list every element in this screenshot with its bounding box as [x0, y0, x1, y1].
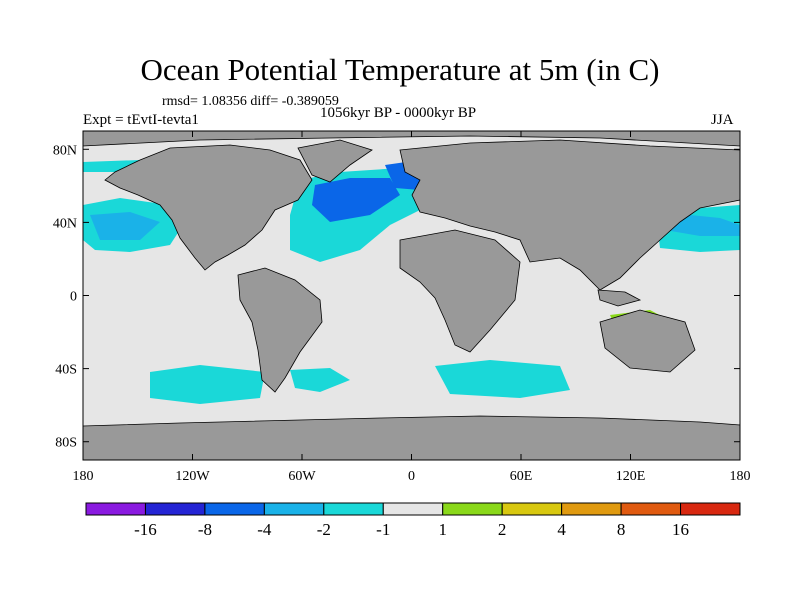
colorbar-box-10: [680, 502, 741, 516]
land-greenland: [297, 139, 373, 183]
colorbar-box-0: [85, 502, 146, 516]
colorbar-label-0: -16: [134, 520, 157, 539]
colorbar-label-3: -2: [316, 520, 331, 539]
colorbar-label-6: 2: [497, 520, 507, 539]
x-tick-label-2: 60W: [288, 469, 316, 484]
stats-label: rmsd= 1.08356 diff= -0.389059: [162, 94, 339, 109]
x-tick-label-6: 180: [730, 469, 751, 484]
colorbar-box-5: [382, 502, 444, 516]
anomaly-soind-cold: [435, 360, 570, 398]
colorbar: [85, 502, 741, 516]
y-tick-label-1: 40N: [53, 216, 77, 231]
season-label: JJA: [711, 112, 734, 128]
colorbar-box-4: [323, 502, 384, 516]
anomaly-sohem-pac-cold: [150, 365, 265, 404]
y-tick-label-3: 40S: [55, 363, 77, 378]
map-panel: 180 120W 60W 0 60E 120E 180 80N 40N 0 40S 80S: [53, 130, 751, 484]
land-antarctica: [82, 415, 741, 461]
y-tick-label-0: 80N: [53, 143, 77, 158]
colorbar-box-1: [144, 502, 206, 516]
land-eurasia: [399, 139, 741, 291]
colorbar-box-2: [204, 502, 265, 516]
y-tick-label-2: 0: [70, 290, 77, 305]
experiment-label: Expt = tEvtI-tevta1: [83, 112, 199, 128]
land-south-america: [237, 267, 323, 393]
colorbar-box-7: [501, 502, 563, 516]
x-tick-label-3: 0: [408, 469, 415, 484]
land-australia: [599, 309, 696, 373]
colorbar-label-8: 8: [616, 520, 626, 539]
colorbar-label-7: 4: [557, 520, 566, 539]
tick-marks: 180 120W 60W 0 60E 120E 180 80N 40N 0 40S 80S: [53, 131, 751, 484]
colorbar-box-3: [263, 502, 325, 516]
period-label: 1056kyr BP - 0000kyr BP: [320, 105, 477, 121]
land-africa: [399, 229, 521, 353]
x-tick-label-5: 120E: [616, 469, 646, 484]
figure-title: Ocean Potential Temperature at 5m (in C): [140, 52, 660, 87]
land-masses: [82, 130, 741, 461]
colorbar-box-6: [442, 502, 503, 516]
colorbar-box-8: [561, 502, 622, 516]
colorbar-label-1: -8: [197, 520, 212, 539]
x-tick-label-4: 60E: [510, 469, 533, 484]
colorbar-label-5: 1: [438, 520, 447, 539]
x-tick-label-1: 120W: [175, 469, 210, 484]
anomaly-natl-core: [312, 178, 400, 222]
colorbar-label-4: -1: [376, 520, 391, 539]
y-tick-label-4: 80S: [55, 436, 77, 451]
colorbar-label-9: 16: [672, 520, 690, 539]
colorbar-label-2: -4: [257, 520, 272, 539]
anomaly-soatl-cold: [290, 368, 350, 392]
land-indonesia: [597, 289, 642, 307]
x-tick-label-0: 180: [73, 469, 94, 484]
anomaly-npac-cold-core: [90, 212, 160, 240]
land-north-america: [104, 144, 313, 271]
colorbar-box-9: [620, 502, 682, 516]
